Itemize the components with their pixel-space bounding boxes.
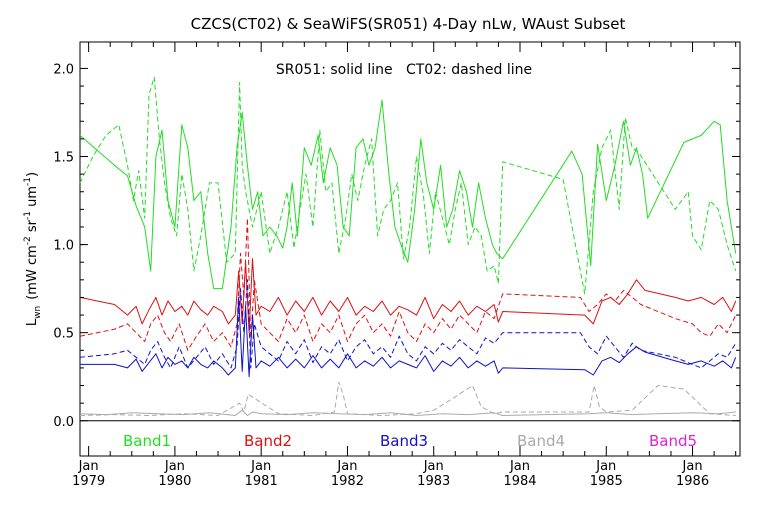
y-label-main: L xyxy=(25,318,40,326)
y-tick-label: 1.0 xyxy=(53,239,74,254)
y-tick-label: 0.5 xyxy=(53,327,74,342)
legend-band1: Band1 xyxy=(123,432,171,450)
x-tick-label-month: Jan xyxy=(336,459,357,474)
legend-band3: Band3 xyxy=(380,432,428,450)
x-tick-label-year: 1981 xyxy=(245,474,278,489)
x-tick-label-year: 1986 xyxy=(676,474,709,489)
chart-annotation: SR051: solid line CT02: dashed line xyxy=(276,62,532,78)
x-tick-label-year: 1983 xyxy=(417,474,450,489)
series-line-band4-sr051 xyxy=(79,409,736,416)
series-line-band3-ct02 xyxy=(79,279,737,369)
plot-area xyxy=(79,41,741,457)
y-label-close: ) xyxy=(25,172,40,177)
y-tick-label: 1.5 xyxy=(53,151,74,166)
y-label-unit-open: (mW cm xyxy=(25,245,40,300)
x-tick-label-year: 1982 xyxy=(331,474,364,489)
legend: Band1 Band2 Band3 Band4 Band5 xyxy=(123,432,697,450)
x-tick-label-month: Jan xyxy=(423,459,444,474)
y-label-mid1: sr xyxy=(25,219,40,236)
x-tick-label-month: Jan xyxy=(250,459,271,474)
x-tick-label-year: 1979 xyxy=(72,474,105,489)
series-layer xyxy=(79,76,737,416)
y-label-mid2: um xyxy=(25,186,40,211)
legend-band4: Band4 xyxy=(517,432,565,450)
y-axis-label: Lwn(mW cm-2 sr-1 um-1) xyxy=(23,172,43,326)
series-line-band3-sr051 xyxy=(80,296,737,378)
x-tick-label-year: 1980 xyxy=(158,474,191,489)
chart-title: CZCS(CT02) & SeaWiFS(SR051) 4-Day nLw, W… xyxy=(191,15,626,33)
series-line-band1-ct02 xyxy=(79,76,737,295)
x-axis: Jan1979Jan1980Jan1981Jan1982Jan1983Jan19… xyxy=(72,42,737,489)
series-line-band4-ct02 xyxy=(79,381,736,416)
y-label-exp2: -1 xyxy=(23,211,33,220)
legend-band5: Band5 xyxy=(649,432,697,450)
series-line-band2-ct02 xyxy=(79,217,737,351)
y-tick-label: 0.0 xyxy=(53,415,74,430)
x-tick-label-year: 1984 xyxy=(503,474,536,489)
x-tick-label-month: Jan xyxy=(509,459,530,474)
legend-band2: Band2 xyxy=(244,432,292,450)
series-line-band2-sr051 xyxy=(79,258,737,334)
x-tick-label-year: 1985 xyxy=(590,474,623,489)
x-tick-label-month: Jan xyxy=(164,459,185,474)
y-axis: 0.0 0.5 1.0 1.5 2.0 xyxy=(53,62,740,430)
x-tick-label-month: Jan xyxy=(78,459,99,474)
y-label-exp3: -1 xyxy=(23,177,33,186)
x-tick-label-month: Jan xyxy=(682,459,703,474)
x-tick-label-month: Jan xyxy=(595,459,616,474)
y-tick-label: 2.0 xyxy=(53,62,74,77)
y-label-sub: wn xyxy=(33,306,43,319)
series-line-band1-sr051 xyxy=(79,99,737,290)
y-label-exp1: -2 xyxy=(23,236,33,245)
plot-frame xyxy=(79,41,741,457)
